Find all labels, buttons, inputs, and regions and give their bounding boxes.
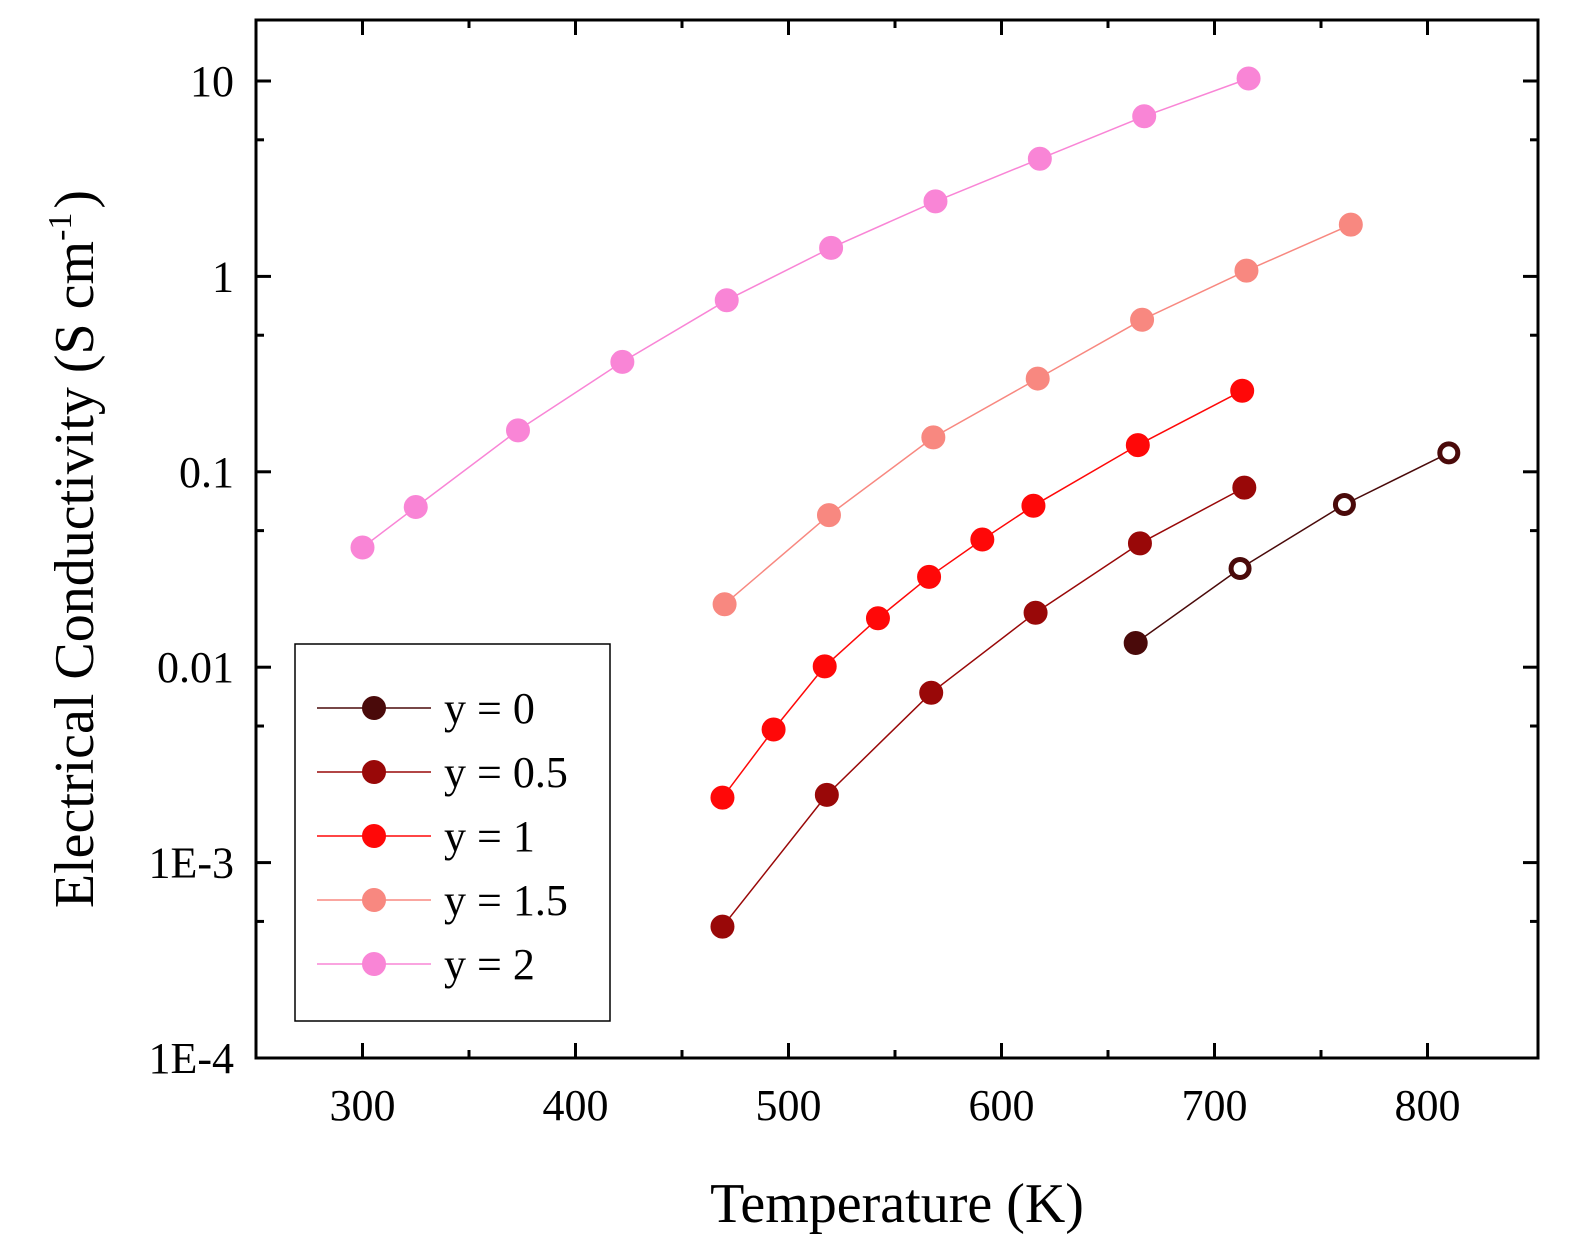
y-axis-title: Electrical Conductivity (S cm-1): [42, 190, 106, 908]
data-point: [1228, 556, 1252, 580]
series-line: [1135, 452, 1450, 644]
data-point: [1338, 212, 1363, 237]
y-axis-title-superscript: -1: [42, 213, 79, 241]
y-tick-label: 0.1: [179, 448, 234, 497]
data-point: [1127, 531, 1152, 556]
legend-marker: [362, 760, 386, 784]
data-point: [865, 606, 890, 631]
legend-label: y = 2: [444, 940, 535, 989]
x-axis: 300 400 500 600 700 800: [330, 20, 1461, 1130]
data-point: [1025, 366, 1050, 391]
data-point: [714, 288, 739, 313]
series-line: [362, 77, 1249, 549]
data-point: [1027, 146, 1052, 171]
x-tick-label: 400: [543, 1081, 609, 1130]
data-point: [1021, 493, 1046, 518]
data-point: [1230, 378, 1255, 403]
legend-marker: [362, 824, 386, 848]
legend-marker: [362, 888, 386, 912]
x-tick-label: 800: [1395, 1081, 1461, 1130]
data-point: [917, 564, 942, 589]
data-point: [1130, 307, 1155, 332]
legend-label: y = 0.5: [444, 748, 568, 797]
data-point: [812, 654, 837, 679]
x-tick-label: 300: [330, 1081, 396, 1130]
y-tick-label: 0.01: [157, 643, 234, 692]
legend-label: y = 1: [444, 812, 535, 861]
x-tick-label: 600: [969, 1081, 1035, 1130]
x-tick-label: 700: [1182, 1081, 1248, 1130]
data-point: [1023, 600, 1048, 625]
data-point: [814, 782, 839, 807]
data-point: [923, 189, 948, 214]
y-axis: 1E-4 1E-3 0.01 0.1 1 10: [148, 57, 1538, 1083]
data-point: [816, 503, 841, 528]
y-tick-label: 10: [190, 57, 234, 106]
data-point: [710, 785, 735, 810]
legend: y = 0 y = 0.5 y = 1 y = 1.5 y = 2: [294, 643, 611, 1022]
data-point: [761, 717, 786, 742]
y-axis-title-suffix: ): [44, 190, 106, 209]
plot-frame: [254, 18, 1540, 1060]
data-point: [1437, 441, 1461, 465]
data-point: [921, 425, 946, 450]
legend-box: [294, 643, 611, 1022]
data-point: [970, 527, 995, 552]
y-axis-title-main: Electrical Conductivity (S cm: [44, 241, 106, 908]
legend-label: y = 1.5: [444, 876, 568, 925]
data-point: [610, 349, 635, 374]
x-axis-title: Temperature (K): [710, 1173, 1084, 1235]
data-point: [919, 680, 944, 705]
data-point: [1236, 66, 1261, 91]
x-tick-label: 500: [756, 1081, 822, 1130]
y-tick-label: 1: [212, 252, 234, 301]
data-point: [1234, 258, 1259, 283]
data-point: [1132, 104, 1157, 129]
data-point: [819, 235, 844, 260]
data-point: [712, 592, 737, 617]
y-tick-label: 1E-4: [148, 1034, 234, 1083]
legend-marker: [362, 696, 386, 720]
data-point: [505, 418, 530, 443]
data-point: [350, 535, 375, 560]
legend-label: y = 0: [444, 684, 535, 733]
data-point: [1332, 493, 1356, 517]
legend-marker: [362, 952, 386, 976]
data-point: [403, 495, 428, 520]
data-point: [710, 914, 735, 939]
data-point: [1232, 475, 1257, 500]
y-tick-label: 1E-3: [148, 839, 234, 888]
data-point: [1125, 433, 1150, 458]
series-line: [721, 486, 1245, 928]
data-point: [1123, 630, 1148, 655]
plot-area: [350, 66, 1461, 939]
